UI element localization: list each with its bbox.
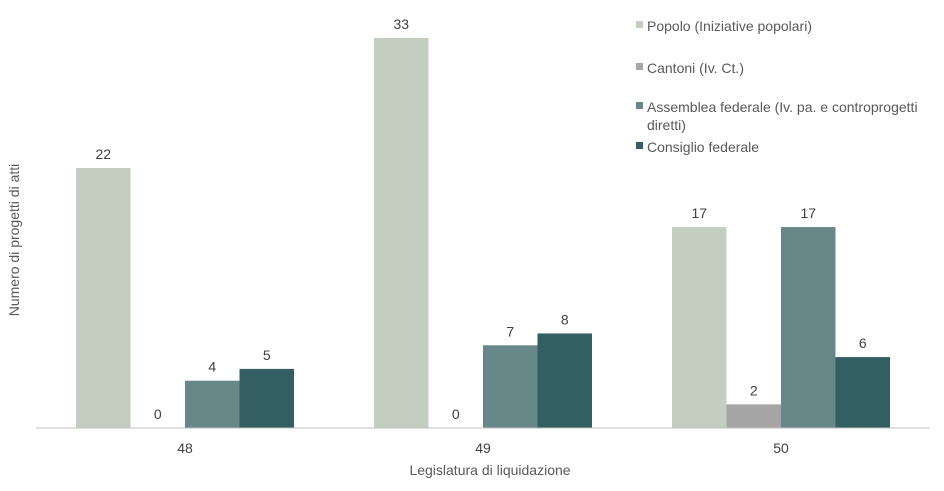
- legend-label-series-1: Popolo (Iniziative popolari): [647, 18, 812, 34]
- bar-49-series-4: [537, 333, 592, 428]
- data-label-49-series-3: 7: [506, 323, 514, 339]
- x-tick-label-49: 49: [475, 440, 491, 456]
- data-label-50-series-1: 17: [691, 205, 707, 221]
- legend-swatch-series-2: [636, 63, 643, 70]
- data-label-49-series-4: 8: [561, 311, 569, 327]
- legend-swatch-series-3: [636, 102, 643, 109]
- data-label-48-series-1: 22: [95, 146, 111, 162]
- bar-50-series-2: [726, 404, 781, 428]
- bar-48-series-1: [76, 168, 131, 428]
- y-axis-title: Numero di progetti di atti: [6, 164, 22, 317]
- bar-49-series-1: [374, 38, 429, 428]
- bars-group: [76, 38, 890, 428]
- data-label-50-series-3: 17: [800, 205, 816, 221]
- x-tick-labels: 48 49 50: [177, 440, 789, 456]
- x-tick-label-48: 48: [177, 440, 193, 456]
- legend-swatch-series-4: [636, 142, 643, 149]
- bar-48-series-3: [185, 380, 240, 428]
- bar-50-series-3: [781, 227, 836, 428]
- bar-49-series-3: [483, 345, 538, 428]
- data-label-50-series-4: 6: [859, 335, 867, 351]
- data-label-49-series-1: 33: [393, 16, 409, 32]
- legend-label-series-4: Consiglio federale: [647, 139, 759, 155]
- data-labels-group: 22 0 4 5 33 0 7 8 17 2 17 6: [95, 16, 866, 422]
- data-label-48-series-4: 5: [263, 347, 271, 363]
- data-label-49-series-2: 0: [452, 406, 460, 422]
- legend: Popolo (Iniziative popolari) Cantoni (Iv.…: [636, 18, 918, 155]
- x-tick-label-50: 50: [773, 440, 789, 456]
- data-label-48-series-3: 4: [208, 359, 216, 375]
- bar-50-series-4: [835, 357, 890, 428]
- legend-swatch-series-1: [636, 21, 643, 28]
- legend-label-series-3-line-2: diretti): [647, 117, 686, 133]
- legend-label-series-3-line-1: Assemblea federale (Iv. pa. e controprog…: [647, 99, 918, 115]
- data-label-48-series-2: 0: [154, 406, 162, 422]
- bar-50-series-1: [672, 227, 727, 428]
- bar-48-series-4: [239, 368, 294, 428]
- legend-label-series-2: Cantoni (Iv. Ct.): [647, 60, 744, 76]
- x-axis-title: Legislatura di liquidazione: [409, 462, 570, 478]
- data-label-50-series-2: 2: [750, 382, 758, 398]
